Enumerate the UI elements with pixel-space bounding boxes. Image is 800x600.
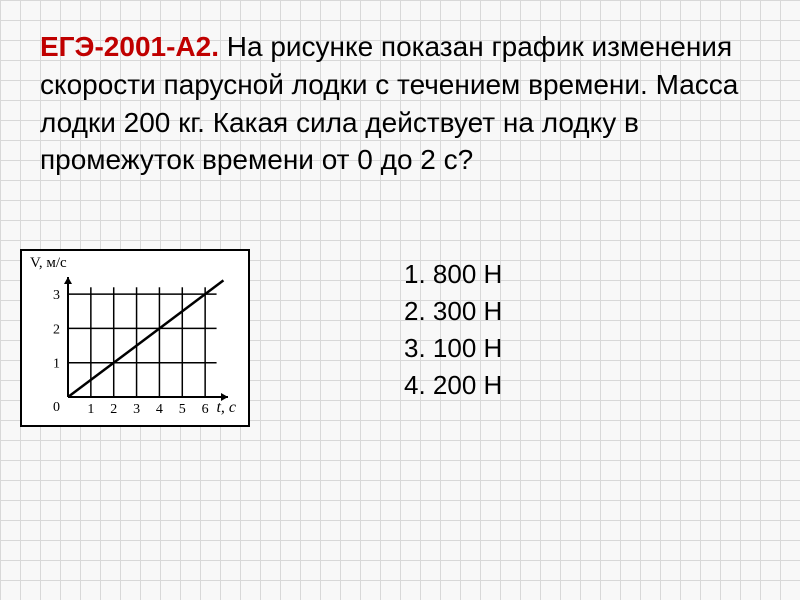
lower-section: V, м/с t, с 1234561230 800 Н300 Н100 Н20… [40, 229, 760, 427]
answer-option: 800 Н [404, 259, 502, 290]
svg-text:6: 6 [202, 402, 209, 417]
svg-text:4: 4 [156, 402, 163, 417]
answer-option: 100 Н [404, 333, 502, 364]
problem-label: ЕГЭ-2001-А2. [40, 31, 219, 62]
svg-text:2: 2 [110, 402, 117, 417]
answers-block: 800 Н 300 Н 100 Н 200 Н [380, 259, 502, 407]
svg-text:2: 2 [53, 323, 60, 338]
svg-text:5: 5 [179, 402, 186, 417]
answer-option: 300 Н [404, 296, 502, 327]
svg-text:1: 1 [87, 402, 94, 417]
problem-text: ЕГЭ-2001-А2. На рисунке показан график и… [40, 28, 760, 179]
answer-option: 200 Н [404, 370, 502, 401]
y-axis-label: V, м/с [30, 255, 67, 272]
velocity-chart: V, м/с t, с 1 2 3 4 5 6 1 2 3 0 [20, 249, 250, 427]
page-content: ЕГЭ-2001-А2. На рисунке показан график и… [0, 0, 800, 447]
svg-text:1: 1 [53, 357, 60, 372]
svg-text:0: 0 [53, 400, 60, 415]
x-axis-label: t, с [216, 399, 236, 417]
chart-svg: 1 2 3 4 5 6 1 2 3 0 [22, 251, 248, 425]
svg-text:3: 3 [133, 402, 140, 417]
answers-list: 800 Н 300 Н 100 Н 200 Н [380, 259, 502, 401]
svg-text:3: 3 [53, 288, 60, 303]
